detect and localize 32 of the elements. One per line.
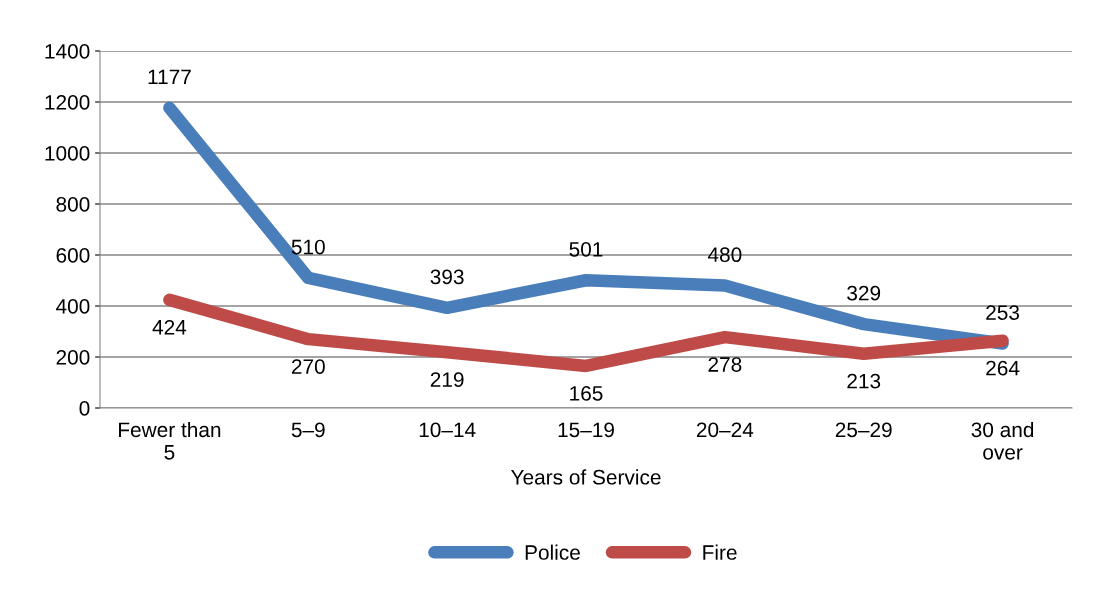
data-label: 219 bbox=[430, 372, 464, 387]
x-axis-title: Years of Service bbox=[510, 469, 661, 485]
x-tick-label: 30 and over bbox=[971, 421, 1034, 460]
data-label: 213 bbox=[847, 373, 881, 389]
y-tick-label: 200 bbox=[56, 350, 90, 365]
data-label: 480 bbox=[707, 247, 742, 263]
legend-label: Police bbox=[525, 544, 580, 560]
data-label: 329 bbox=[847, 285, 881, 301]
data-label: 501 bbox=[569, 241, 603, 257]
y-tick-label: 600 bbox=[56, 248, 90, 263]
x-tick-label: 20–24 bbox=[696, 422, 754, 438]
x-tick-label: 5–9 bbox=[291, 422, 325, 438]
y-tick-label: 0 bbox=[79, 401, 90, 416]
legend-label: Fire bbox=[703, 544, 737, 560]
data-label: 393 bbox=[430, 269, 464, 285]
data-label: 278 bbox=[708, 357, 742, 372]
y-tick-label: 1400 bbox=[45, 44, 90, 59]
data-label: 424 bbox=[152, 319, 187, 335]
data-label: 264 bbox=[986, 360, 1020, 376]
data-label: 1177 bbox=[148, 69, 191, 85]
x-tick-label: 10–14 bbox=[419, 422, 476, 438]
data-label: 510 bbox=[291, 239, 325, 255]
data-label: 270 bbox=[291, 359, 325, 374]
data-label: 253 bbox=[986, 305, 1020, 320]
y-tick-label: 1200 bbox=[45, 95, 90, 110]
y-tick-label: 1000 bbox=[45, 146, 90, 161]
x-tick-label: 25–29 bbox=[835, 422, 892, 438]
y-tick-label: 800 bbox=[56, 197, 90, 212]
y-tick-label: 400 bbox=[56, 299, 90, 314]
data-label: 165 bbox=[570, 385, 603, 401]
x-tick-label: Fewer than 5 bbox=[119, 421, 221, 460]
x-tick-label: 15–19 bbox=[558, 422, 614, 438]
